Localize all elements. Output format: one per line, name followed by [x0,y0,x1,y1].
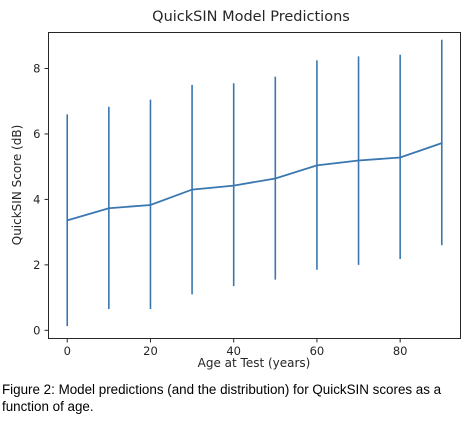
y-tick-label-6: 6 [33,127,40,141]
data-point-40 [232,184,235,187]
x-axis-label: Age at Test (years) [198,356,311,370]
x-tick-label-80: 80 [393,344,408,358]
data-point-80 [399,156,402,159]
figure-caption: Figure 2: Model predictions (and the dis… [2,382,442,414]
data-point-30 [191,188,193,191]
y-axis-label: QuickSIN Score (dB) [10,125,24,246]
data-point-60 [316,164,318,167]
prediction-line [66,142,443,222]
y-tick-label-0: 0 [33,323,40,337]
x-tick-label-20: 20 [143,344,158,358]
data-point-70 [357,159,360,162]
data-point-20 [149,204,152,206]
chart-title: QuickSIN Model Predictions [152,9,350,25]
plot-area [66,39,443,327]
x-tick-label-60: 60 [310,344,325,358]
axes-frame [48,32,461,339]
data-point-10 [107,207,110,210]
y-tick-label-2: 2 [33,258,40,272]
y-tick-label-8: 8 [33,62,40,76]
x-tick-label-0: 0 [64,344,71,358]
y-axis: 0 2 4 6 8 [33,62,49,337]
x-axis: 0 20 40 60 80 [64,338,408,358]
data-point-0 [66,219,69,222]
data-point-90 [440,142,443,145]
y-tick-label-4: 4 [33,192,40,206]
x-tick-label-40: 40 [226,344,241,358]
data-point-50 [274,177,277,180]
